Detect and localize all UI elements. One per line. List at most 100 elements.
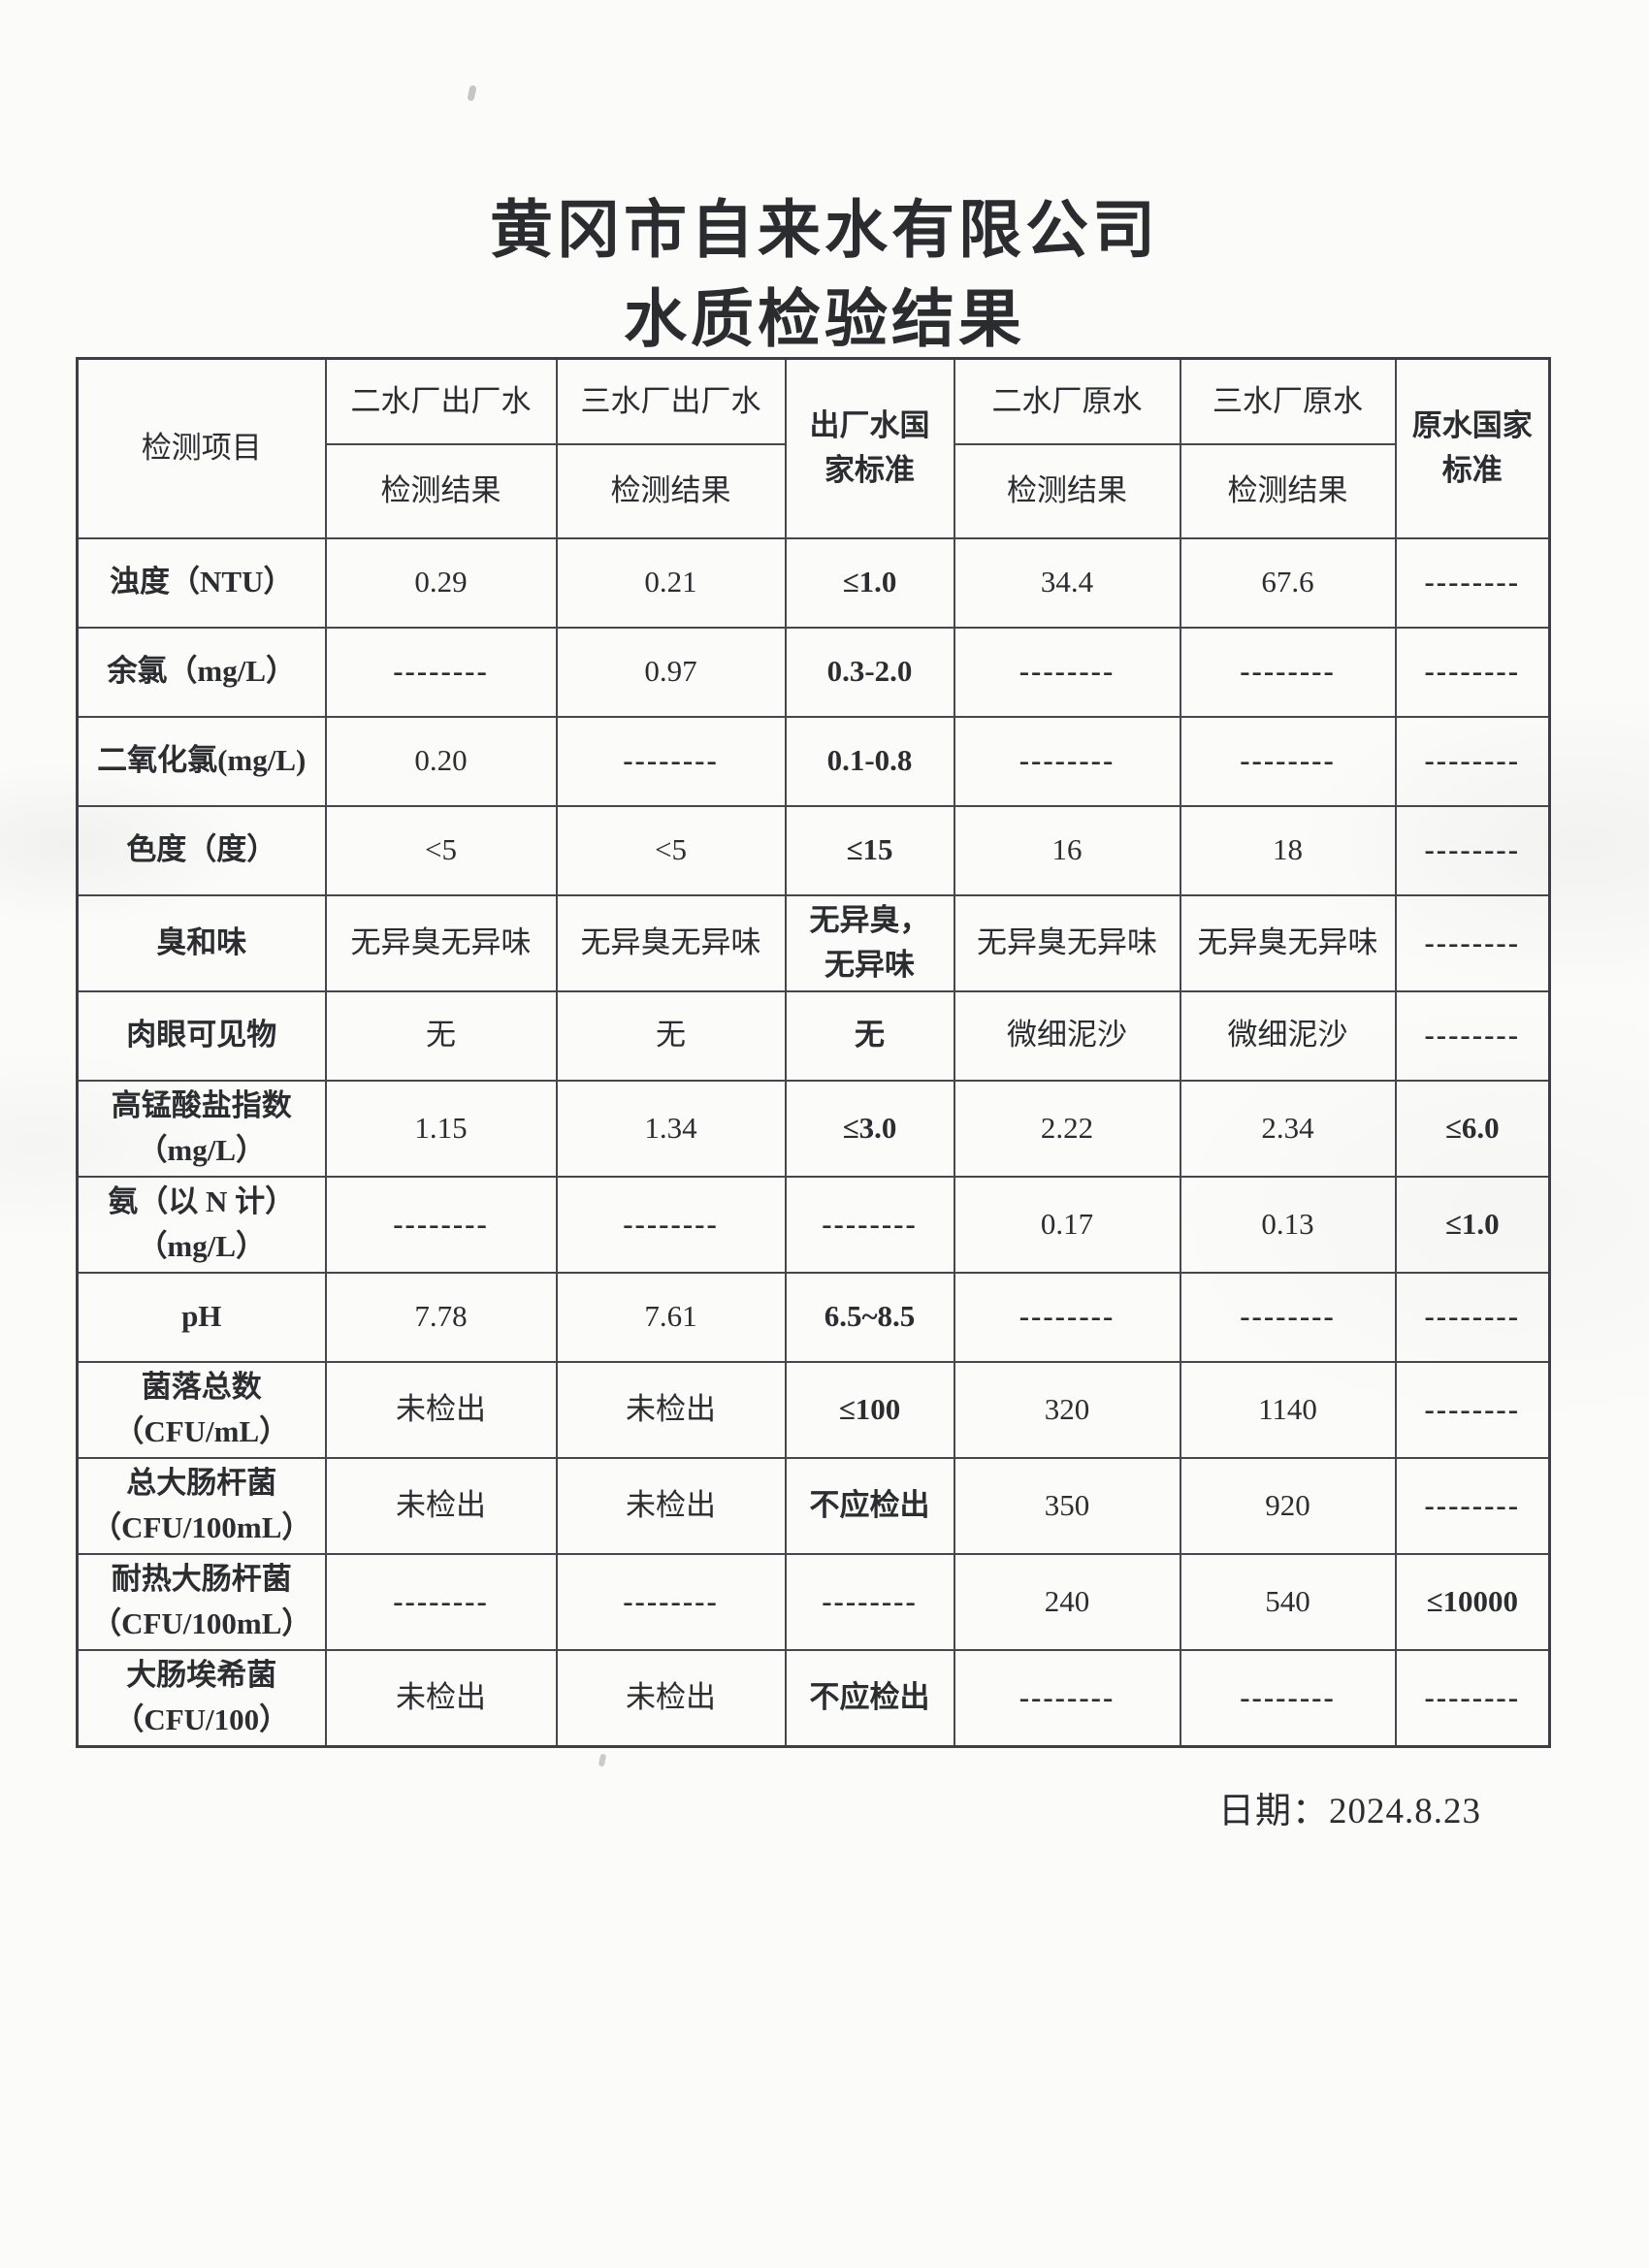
cell-standard: ≤15	[784, 804, 955, 896]
cell-value: --------	[953, 1648, 1181, 1747]
cell-value: 无异臭无异味	[324, 893, 558, 992]
cell-standard: --------	[784, 1552, 955, 1651]
header-result-plant2-raw: 检测结果	[953, 442, 1181, 539]
cell-value: 0.29	[324, 536, 558, 629]
cell-value: --------	[1179, 715, 1397, 807]
cell-standard: ≤1.0	[784, 536, 955, 629]
cell-value: <5	[555, 804, 787, 896]
row-label: 色度（度）	[76, 804, 327, 896]
cell-standard: --------	[1394, 1456, 1551, 1555]
row-label: pH	[76, 1271, 327, 1363]
row-label: 高锰酸盐指数 （mg/L）	[76, 1079, 327, 1178]
cell-value: 未检出	[555, 1456, 787, 1555]
cell-value: <5	[324, 804, 558, 896]
title-line1: 黄冈市自来水有限公司	[489, 194, 1159, 267]
cell-value: 7.61	[555, 1271, 787, 1363]
header-raw-national-standard: 原水国家 标准	[1394, 357, 1551, 539]
cell-value: 未检出	[555, 1360, 787, 1459]
cell-value: --------	[953, 715, 1181, 807]
cell-standard: 无	[784, 989, 955, 1082]
cell-value: 无异臭无异味	[555, 893, 787, 992]
cell-value: 0.13	[1179, 1175, 1397, 1274]
cell-value: 无	[555, 989, 787, 1082]
header-plant2-outflow: 二水厂出厂水	[324, 357, 558, 445]
cell-standard: --------	[1394, 1360, 1551, 1459]
cell-standard: 0.1-0.8	[784, 715, 955, 807]
document-title: 黄冈市自来水有限公司 水质检验结果	[0, 186, 1649, 366]
cell-value: --------	[555, 715, 787, 807]
report-date: 日期：2024.8.23	[1218, 1792, 1481, 1831]
water-quality-table: 检测项目 二水厂出厂水 三水厂出厂水 出厂水国 家标准 二水厂原水 三水厂原水 …	[76, 357, 1551, 1748]
cell-value: 2.22	[953, 1079, 1181, 1178]
row-label: 菌落总数 （CFU/mL）	[76, 1360, 327, 1459]
cell-standard: --------	[1394, 536, 1551, 629]
cell-value: 67.6	[1179, 536, 1397, 629]
header-outflow-national-standard: 出厂水国 家标准	[784, 357, 955, 539]
table-row-chlorine-dioxide: 二氧化氯(mg/L) 0.20 -------- 0.1-0.8 -------…	[76, 715, 1551, 807]
cell-value: 240	[953, 1552, 1181, 1651]
cell-value: 540	[1179, 1552, 1397, 1651]
cell-value: 0.20	[324, 715, 558, 807]
header-result-plant3-raw: 检测结果	[1179, 442, 1397, 539]
row-label: 余氯（mg/L）	[76, 626, 327, 718]
cell-standard: --------	[1394, 715, 1551, 807]
cell-value: --------	[1179, 1271, 1397, 1363]
cell-value: 微细泥沙	[1179, 989, 1397, 1082]
cell-standard: ≤3.0	[784, 1079, 955, 1178]
row-label: 二氧化氯(mg/L)	[76, 715, 327, 807]
cell-value: 1.34	[555, 1079, 787, 1178]
cell-value: --------	[1179, 1648, 1397, 1747]
cell-value: 18	[1179, 804, 1397, 896]
row-label: 大肠埃希菌 （CFU/100）	[76, 1648, 327, 1747]
table-row-color: 色度（度） <5 <5 ≤15 16 18 --------	[76, 804, 1551, 896]
cell-value: 无	[324, 989, 558, 1082]
cell-value: 34.4	[953, 536, 1181, 629]
cell-value: --------	[324, 1175, 558, 1274]
scan-speck	[598, 1753, 607, 1767]
cell-value: 1.15	[324, 1079, 558, 1178]
table-row-thermotolerant-coliform: 耐热大肠杆菌 （CFU/100mL） -------- -------- ---…	[76, 1552, 1551, 1651]
cell-standard: --------	[784, 1175, 955, 1274]
cell-value: 7.78	[324, 1271, 558, 1363]
cell-value: 2.34	[1179, 1079, 1397, 1178]
table-row-residual-chlorine: 余氯（mg/L） -------- 0.97 0.3-2.0 -------- …	[76, 626, 1551, 718]
cell-value: 320	[953, 1360, 1181, 1459]
cell-standard: --------	[1394, 804, 1551, 896]
cell-value: --------	[953, 1271, 1181, 1363]
table-row-permanganate-index: 高锰酸盐指数 （mg/L） 1.15 1.34 ≤3.0 2.22 2.34 ≤…	[76, 1079, 1551, 1178]
cell-standard: --------	[1394, 1271, 1551, 1363]
cell-standard: --------	[1394, 893, 1551, 992]
header-item: 检测项目	[76, 357, 327, 539]
header-plant2-raw: 二水厂原水	[953, 357, 1181, 445]
table-row-visible-matter: 肉眼可见物 无 无 无 微细泥沙 微细泥沙 --------	[76, 989, 1551, 1082]
cell-standard: ≤100	[784, 1360, 955, 1459]
cell-standard: ≤1.0	[1394, 1175, 1551, 1274]
cell-standard: 6.5~8.5	[784, 1271, 955, 1363]
cell-value: --------	[953, 626, 1181, 718]
cell-value: 350	[953, 1456, 1181, 1555]
cell-standard: --------	[1394, 1648, 1551, 1747]
cell-standard: 不应检出	[784, 1648, 955, 1747]
cell-standard: --------	[1394, 989, 1551, 1082]
row-label: 肉眼可见物	[76, 989, 327, 1082]
header-row-result: 检测结果 检测结果 检测结果 检测结果	[78, 442, 1550, 539]
table-row-colony-count: 菌落总数 （CFU/mL） 未检出 未检出 ≤100 320 1140 ----…	[76, 1360, 1551, 1459]
cell-value: 0.21	[555, 536, 787, 629]
cell-value: --------	[324, 626, 558, 718]
cell-value: --------	[1179, 626, 1397, 718]
cell-standard: --------	[1394, 626, 1551, 718]
cell-value: 1140	[1179, 1360, 1397, 1459]
table-row-odor-taste: 臭和味 无异臭无异味 无异臭无异味 无异臭， 无异味 无异臭无异味 无异臭无异味…	[76, 893, 1551, 992]
cell-value: --------	[324, 1552, 558, 1651]
table-row-ammonia: 氨（以 N 计） （mg/L） -------- -------- ------…	[76, 1175, 1551, 1274]
cell-value: 0.17	[953, 1175, 1181, 1274]
cell-value: 16	[953, 804, 1181, 896]
header-plant3-outflow: 三水厂出厂水	[555, 357, 787, 445]
cell-standard: 无异臭， 无异味	[784, 893, 955, 992]
cell-value: 无异臭无异味	[953, 893, 1181, 992]
cell-value: 微细泥沙	[953, 989, 1181, 1082]
cell-value: 0.97	[555, 626, 787, 718]
header-result-plant3-out: 检测结果	[555, 442, 787, 539]
header-row-top: 检测项目 二水厂出厂水 三水厂出厂水 出厂水国 家标准 二水厂原水 三水厂原水 …	[76, 357, 1551, 539]
